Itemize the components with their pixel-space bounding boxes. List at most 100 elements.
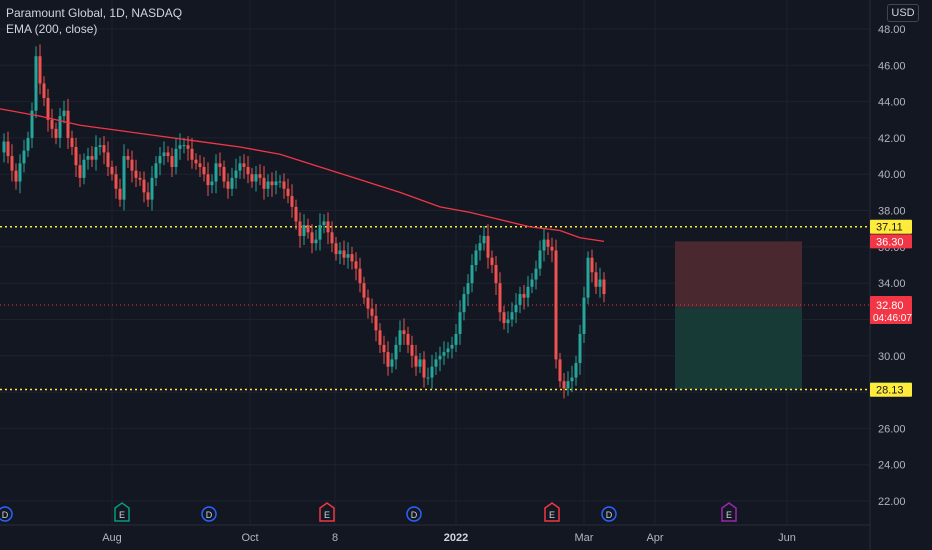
symbol-title[interactable]: Paramount Global, 1D, NASDAQ — [6, 6, 183, 20]
candle-body — [26, 137, 30, 151]
candle-body — [402, 330, 406, 334]
candle-body — [202, 166, 206, 175]
candle-body — [342, 250, 346, 258]
candle-body — [286, 188, 290, 197]
marker-label: E — [549, 510, 555, 520]
marker-shape — [201, 506, 217, 522]
marker-label: D — [411, 510, 418, 520]
candle-body — [450, 344, 454, 349]
last-price-box — [870, 295, 912, 324]
marker-shape — [601, 506, 617, 522]
candle-body — [298, 221, 302, 236]
candle-body — [598, 279, 602, 287]
candle-body — [534, 268, 538, 280]
candle-body — [86, 156, 90, 160]
candle-body — [542, 239, 546, 251]
marker-label: E — [726, 510, 732, 520]
candle-body — [426, 377, 430, 379]
dividend-marker-icon[interactable]: D — [201, 506, 217, 522]
marker-label: D — [606, 510, 613, 520]
candle-body — [58, 116, 62, 138]
x-tick-label: 2022 — [444, 532, 468, 544]
y-tick-label: 38.00 — [878, 206, 906, 218]
candle-body — [14, 170, 18, 182]
earnings-marker-icon[interactable]: E — [721, 502, 737, 522]
candle-body — [462, 294, 466, 313]
dividend-marker-icon[interactable]: D — [406, 506, 422, 522]
marker-shape — [319, 502, 335, 522]
ema-indicator-label[interactable]: EMA (200, close) — [6, 22, 98, 36]
countdown-text: 04:46:07 — [873, 313, 912, 324]
candle-body — [214, 163, 218, 182]
chart-legend: Paramount Global, 1D, NASDAQ EMA (200, c… — [6, 5, 182, 37]
candle-body — [82, 159, 86, 178]
marker-shape — [721, 502, 737, 522]
candle-body — [10, 156, 14, 171]
candle-body — [518, 294, 522, 305]
candle-body — [318, 225, 322, 240]
candle-body — [578, 333, 582, 364]
candle-body — [114, 174, 118, 189]
candles — [2, 44, 606, 399]
candle-body — [186, 145, 190, 149]
candle-body — [522, 294, 526, 298]
candle-body — [310, 232, 314, 244]
candle-body — [326, 221, 330, 233]
candle-body — [30, 110, 34, 138]
candle-body — [330, 232, 334, 244]
y-tick-label: 30.00 — [878, 351, 906, 363]
candle-body — [314, 239, 318, 244]
x-tick-label: Aug — [102, 532, 122, 544]
candle-body — [110, 166, 114, 175]
candle-body — [182, 145, 186, 147]
candle-body — [266, 181, 270, 189]
marker-shape — [0, 506, 13, 522]
candle-body — [42, 83, 46, 98]
candle-body — [54, 128, 58, 138]
candle-body — [570, 377, 574, 382]
candle-body — [34, 56, 38, 111]
last-price-text: 32.80 — [876, 300, 904, 312]
candle-body — [2, 141, 6, 153]
marker-shape — [406, 506, 422, 522]
candle-body — [198, 163, 202, 167]
candle-body — [530, 279, 534, 287]
candle-body — [90, 156, 94, 160]
x-tick-label: Oct — [241, 532, 258, 544]
candle-body — [454, 333, 458, 345]
candle-body — [66, 110, 70, 138]
candle-body — [486, 235, 490, 258]
candle-body — [562, 381, 566, 389]
earnings-marker-icon[interactable]: E — [319, 502, 335, 522]
candle-body — [510, 312, 514, 320]
candle-body — [514, 304, 518, 313]
candle-body — [474, 250, 478, 265]
candle-body — [398, 330, 402, 345]
y-tick-label: 40.00 — [878, 169, 906, 181]
currency-button[interactable]: USD — [887, 4, 919, 22]
earnings-marker-icon[interactable]: E — [114, 502, 130, 522]
candle-body — [234, 170, 238, 178]
candle-body — [366, 297, 370, 309]
candle-body — [178, 145, 182, 149]
candle-body — [78, 165, 82, 178]
candle-body — [390, 359, 394, 367]
candle-body — [306, 225, 310, 233]
dividend-marker-icon[interactable]: D — [601, 506, 617, 522]
candle-body — [246, 166, 250, 175]
candle-body — [210, 181, 214, 186]
marker-label: E — [324, 510, 330, 520]
candle-body — [6, 141, 10, 157]
candle-body — [438, 355, 442, 360]
candle-body — [430, 366, 434, 378]
earnings-marker-icon[interactable]: E — [544, 502, 560, 522]
candle-body — [142, 179, 146, 193]
candle-body — [102, 145, 106, 153]
marker-label: E — [119, 510, 125, 520]
candle-body — [414, 355, 418, 367]
dividend-marker-icon[interactable]: D — [0, 506, 13, 522]
candle-body — [146, 192, 150, 200]
candle-body — [590, 257, 594, 273]
x-tick-label: Mar — [575, 532, 594, 544]
